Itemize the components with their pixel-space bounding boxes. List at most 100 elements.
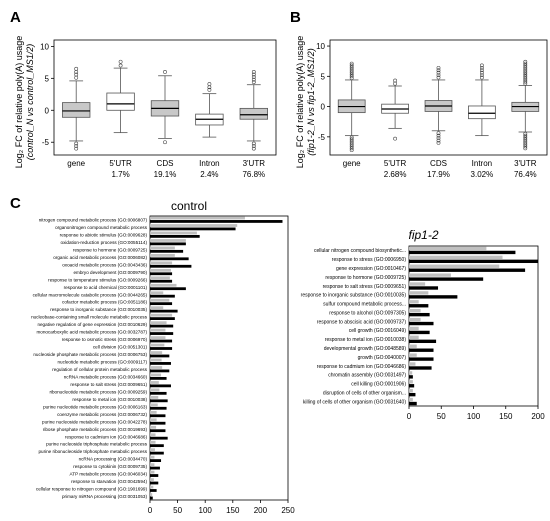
box-outlier (436, 136, 441, 140)
box-outlier (349, 74, 354, 79)
box-outlier (349, 63, 354, 68)
bar-chart-fip1-2: fip1-2 0 50 100 150 200 cellular nitrogen comp… (301, 228, 546, 421)
x-category-label: Intron (199, 159, 219, 168)
bar-series-gray (150, 343, 165, 347)
bar-series-gray (150, 283, 177, 287)
bar-series-black (150, 264, 192, 268)
y-tick-label: 0 (321, 103, 326, 112)
bar-series-black (409, 250, 516, 255)
bar-series-black (150, 369, 170, 373)
bar-series-black (150, 324, 174, 328)
x-category-label: 5'UTR (384, 159, 407, 168)
y-tick-label: 10 (316, 42, 325, 51)
box-outlier (349, 146, 354, 151)
bar-series-black (150, 466, 160, 470)
box-outlier (436, 131, 441, 136)
box-iqr (239, 107, 268, 120)
x-tick-label: 0 (148, 506, 153, 515)
bar-series-gray (150, 381, 159, 384)
box-outlier (523, 59, 528, 64)
bar-series-gray (409, 344, 417, 348)
x-category-label: 3'UTR (514, 159, 537, 168)
bar-series-gray (150, 425, 157, 429)
bar-category-label: cellular macromolecule catabolic process… (33, 292, 148, 297)
y-tick-label: 5 (45, 74, 50, 83)
x-category-label: 5'UTR (109, 159, 132, 168)
bar-category-label: cellular response to nitrogen compound (… (36, 487, 148, 492)
x-category-percent: 2.4% (200, 170, 218, 179)
box-outlier (436, 138, 441, 143)
box-outlier (479, 73, 484, 78)
bar-series-black (409, 384, 415, 388)
bar-series-black (150, 496, 153, 500)
bar-series-gray (150, 485, 154, 489)
bar-category-label: nucleotide metabolic process (GO:0009117… (57, 360, 147, 365)
bar-series-gray (150, 291, 164, 295)
box-outlier (74, 72, 79, 77)
bar-series-gray (409, 388, 413, 393)
box-outlier (349, 76, 354, 81)
bar-series-gray (409, 371, 413, 375)
bar-series-gray (150, 440, 156, 444)
bar-category-label: cofactor metabolic process (GO:0051186) (62, 300, 147, 305)
bar-series-black (150, 220, 283, 223)
bar-category-label: response to abscisic acid (GO:0009737) (317, 319, 407, 325)
bar-series-gray (150, 328, 166, 332)
bar-series-black (150, 362, 171, 365)
bar-series-black (150, 279, 173, 283)
x-category-percent: 76.4% (514, 170, 537, 179)
bar-category-label: cellular nitrogen compound biosynthetic.… (314, 248, 406, 254)
bar-series-gray (150, 418, 157, 422)
bar-category-label: nucleoside phosphate metabolic process (… (33, 352, 147, 357)
bar-category-label: cell growth (GO:0016049) (349, 328, 407, 334)
bar-category-label: response to acid chemical (GO:0001101) (64, 285, 148, 290)
bar-series-black (150, 272, 173, 276)
bar-series-gray (150, 470, 155, 474)
bar-series-black (409, 330, 430, 335)
bar-series-gray (409, 291, 429, 295)
bar-category-label: response to cadmium ion (GO:0046686) (65, 434, 147, 439)
x-tick-label: 50 (437, 412, 446, 421)
x-category-percent: 17.9% (427, 170, 450, 179)
x-category-percent: 19.1% (154, 170, 177, 179)
bar-category-label: nucleobase-containing small molecule met… (31, 315, 148, 320)
bar-category-label: response to starvation (GO:0042594) (71, 479, 147, 484)
bar-category-label: gene expression (GO:0010467) (336, 266, 406, 272)
bar-series-gray (150, 231, 197, 235)
box-outlier (523, 63, 528, 68)
bar-series-black (150, 249, 184, 253)
x-category-label: gene (343, 159, 361, 168)
bar-series-gray (409, 264, 500, 268)
bar-category-label: ribonucleotide metabolic process (GO:000… (49, 389, 147, 394)
box-outlier (436, 70, 441, 75)
box-outlier (523, 65, 528, 70)
box-outlier (479, 75, 484, 80)
x-tick-label: 50 (173, 506, 182, 515)
bar-series-black (150, 489, 157, 492)
x-category-percent: 76.8% (242, 170, 265, 179)
bar-series-black (409, 366, 432, 370)
box-outlier (523, 70, 528, 75)
bar-series-black (150, 421, 166, 425)
x-tick-label: 100 (199, 506, 213, 515)
box-outlier (436, 140, 441, 145)
bar-series-gray (150, 298, 170, 302)
bar-category-label: response to salt stress (GO:0009651) (70, 382, 147, 387)
bar-category-label: sulfur compound metabolic process... (323, 302, 406, 308)
panel-b-ylabel-line1: Log₂ FC of relative poly(A) usage (295, 36, 305, 169)
box-outlier (523, 67, 528, 71)
chart-title: control (171, 199, 207, 213)
box-outlier (523, 144, 528, 149)
bar-category-label: ATP metabolic process (GO:0046034) (70, 472, 148, 477)
bar-series-black (409, 268, 526, 272)
box-outlier (251, 77, 256, 82)
bar-category-label: nitrogen compound metabolic process (GO:… (39, 218, 148, 223)
boxplot-panel-a: -5 0 5 10 gene 5'UTR 1.7% CDS 19.1% Intron 2.4% 3'U… (40, 39, 277, 179)
box-outlier (523, 72, 528, 77)
box-outlier (523, 142, 528, 147)
bar-series-gray (409, 255, 503, 260)
box-outlier (251, 75, 256, 79)
bar-series-gray (409, 326, 419, 331)
bar-series-black (150, 234, 200, 238)
bar-category-label: ncRNA processing (GO:0034470) (79, 457, 148, 462)
